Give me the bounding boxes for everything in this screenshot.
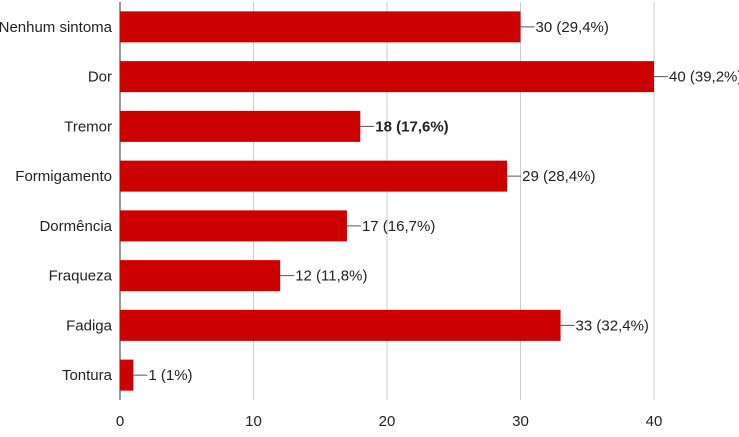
x-tick-label: 40 [646,413,663,430]
category-label: Tontura [62,367,113,384]
x-tick-label: 20 [379,413,396,430]
category-label: Fadiga [66,317,113,334]
bar-6 [120,309,561,341]
data-label: 17 (16,7%) [362,218,435,235]
bars [120,11,654,391]
bar-4 [120,210,347,242]
x-tick-label: 0 [116,413,124,430]
bar-2 [120,110,361,142]
data-label: 33 (32,4%) [576,317,649,334]
category-label: Fraqueza [49,268,113,285]
data-label: 40 (39,2%) [669,69,739,86]
bar-5 [120,260,281,292]
bar-3 [120,160,508,192]
bar-7 [120,359,134,391]
data-label: 18 (17,6%) [375,118,448,135]
category-label: Nenhum sintoma [0,19,113,36]
category-label: Dor [88,69,112,86]
x-tick-label: 10 [245,413,262,430]
data-label: 30 (29,4%) [536,19,609,36]
category-label: Formigamento [15,168,112,185]
bar-1 [120,61,654,93]
category-label: Dormência [39,218,112,235]
data-label: 12 (11,8%) [295,268,367,285]
labels: 0 10 20 30 40 Nenhum sintoma 30 (29,4%) Dor 40 (… [0,19,739,430]
x-tick-label: 30 [512,413,529,430]
category-label: Tremor [64,118,112,135]
bar-0 [120,11,521,43]
data-label: 29 (28,4%) [522,168,595,185]
data-label: 1 (1%) [148,367,192,384]
